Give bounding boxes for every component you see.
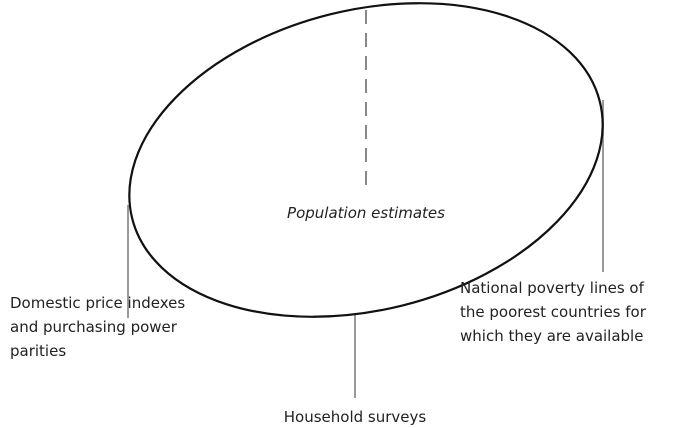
label-line: the poorest countries for — [460, 303, 647, 321]
label-line: Household surveys — [284, 408, 427, 426]
label-line: which they are available — [460, 327, 643, 345]
label-line: parities — [10, 342, 66, 360]
label-line: National poverty lines of — [460, 279, 645, 297]
labels: Domestic price indexes and purchasing pow… — [10, 279, 647, 426]
label-line: Domestic price indexes — [10, 294, 185, 312]
ellipse — [128, 2, 604, 318]
center-label: Population estimates — [287, 204, 445, 222]
label-line: and purchasing power — [10, 318, 178, 336]
